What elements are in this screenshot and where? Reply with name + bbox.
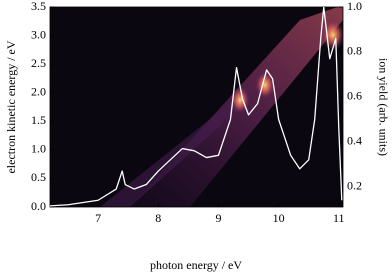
ion-yield-line <box>50 7 343 207</box>
y-tick-label: 3.0 <box>31 27 46 41</box>
y2-tick-label: 0.4 <box>347 134 362 148</box>
y2-tick-label: 0.2 <box>347 179 362 193</box>
x-tick-label: 11 <box>333 211 345 225</box>
x-axis-label: photon energy / eV <box>150 258 242 272</box>
y2-axis-label: ion yield (arb. units) <box>376 58 390 156</box>
x-tick-label: 8 <box>155 211 161 225</box>
y2-tick-label: 0.8 <box>347 44 362 58</box>
y-tick-label: 0.5 <box>31 170 46 184</box>
y-tick-label: 3.5 <box>31 0 46 13</box>
y2-tick-label: 1.0 <box>347 0 362 13</box>
y-tick-label: 0.0 <box>31 199 46 213</box>
x-tick-label: 7 <box>95 211 101 225</box>
heatmap <box>50 7 343 207</box>
x-tick-label: 10 <box>273 211 285 225</box>
plot-frame <box>49 6 344 208</box>
y2-tick-label: 0.6 <box>347 89 362 103</box>
y-axis-label: electron kinetic energy / eV <box>4 40 18 173</box>
y-tick-label: 1.5 <box>31 113 46 127</box>
y-tick-label: 2.5 <box>31 56 46 70</box>
y-tick-label: 2.0 <box>31 84 46 98</box>
x-tick-label: 9 <box>215 211 221 225</box>
y-tick-label: 1.0 <box>31 142 46 156</box>
